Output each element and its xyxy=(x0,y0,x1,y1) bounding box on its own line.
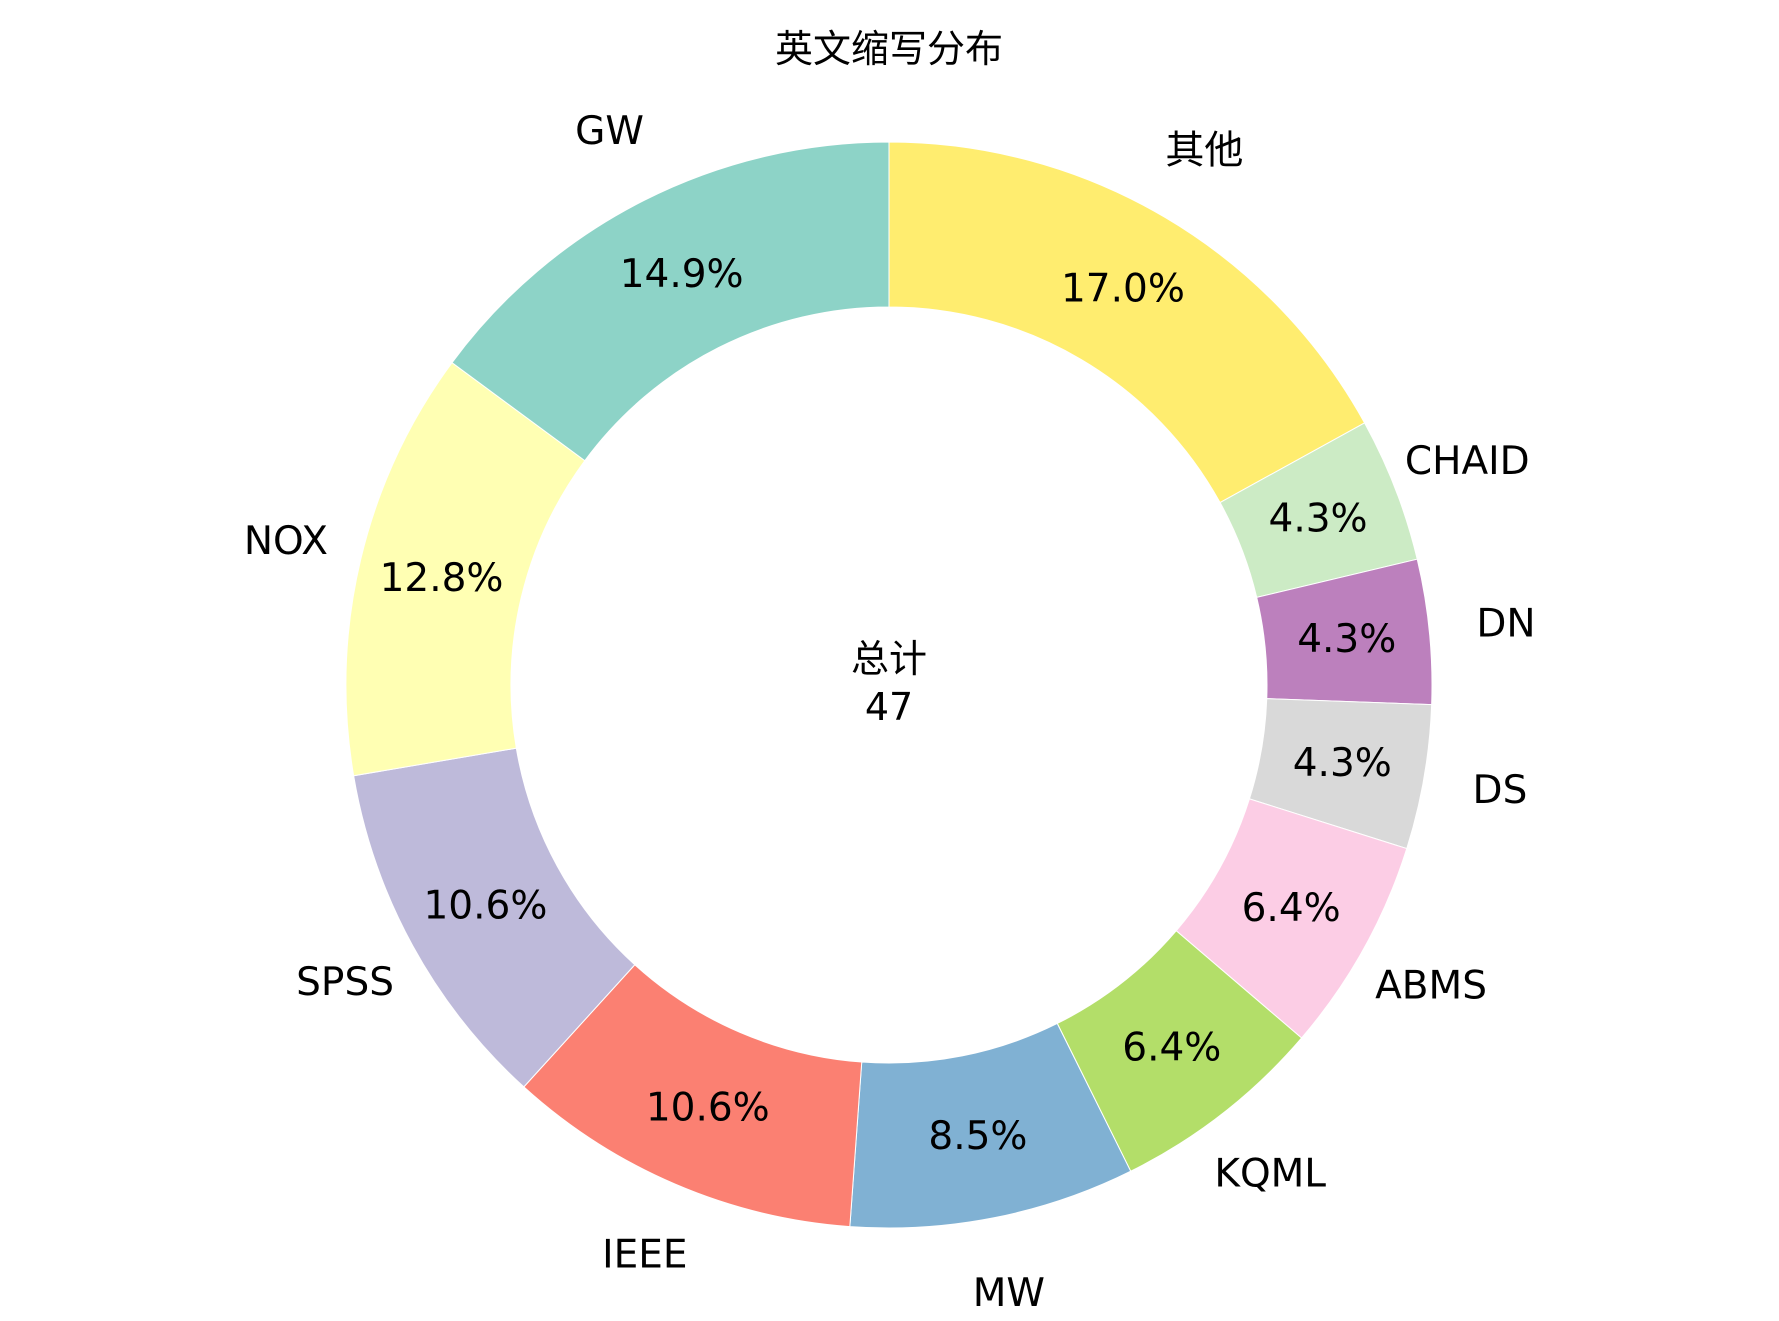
percent-label-dn: 4.3% xyxy=(1297,617,1396,662)
category-label-gw: GW xyxy=(575,109,644,154)
percent-label-nox: 12.8% xyxy=(380,556,504,601)
percent-label-item-1: 17.0% xyxy=(1061,266,1185,311)
chart-title: 英文缩写分布 xyxy=(775,27,1003,71)
category-label-mw: MW xyxy=(973,1271,1045,1316)
slice-gw xyxy=(451,141,890,462)
category-label-kqml: KQML xyxy=(1214,1151,1326,1196)
percent-label-ds: 4.3% xyxy=(1293,741,1392,786)
category-label-item-1: 其他 xyxy=(1165,129,1243,174)
category-label-nox: NOX xyxy=(244,519,328,564)
percent-label-gw: 14.9% xyxy=(620,252,744,297)
slices-layer xyxy=(345,141,1433,1229)
category-labels: 其他 CHAID DN DS ABMS KQML MW IEEE SPSS NOX GW xyxy=(244,109,1536,1316)
percent-label-spss: 10.6% xyxy=(423,883,547,928)
center-total-value: 47 xyxy=(865,685,913,729)
percent-label-ieee: 10.6% xyxy=(646,1085,770,1130)
percent-label-kqml: 6.4% xyxy=(1122,1025,1221,1070)
percent-label-abms: 6.4% xyxy=(1242,886,1341,931)
category-label-chaid: CHAID xyxy=(1405,439,1530,484)
category-label-spss: SPSS xyxy=(296,960,394,1005)
slice-item-1 xyxy=(888,141,1366,504)
category-label-ds: DS xyxy=(1473,768,1528,813)
percent-label-chaid: 4.3% xyxy=(1269,497,1368,542)
category-label-dn: DN xyxy=(1476,601,1535,646)
category-label-abms: ABMS xyxy=(1375,963,1487,1008)
category-label-ieee: IEEE xyxy=(602,1232,687,1277)
percentage-labels: 17.0% 4.3% 4.3% 4.3% 6.4% 6.4% 8.5% 10.6% 10.6% 1… xyxy=(380,252,1397,1159)
percent-label-mw: 8.5% xyxy=(928,1114,1027,1159)
center-total-label: 总计 xyxy=(851,637,927,681)
